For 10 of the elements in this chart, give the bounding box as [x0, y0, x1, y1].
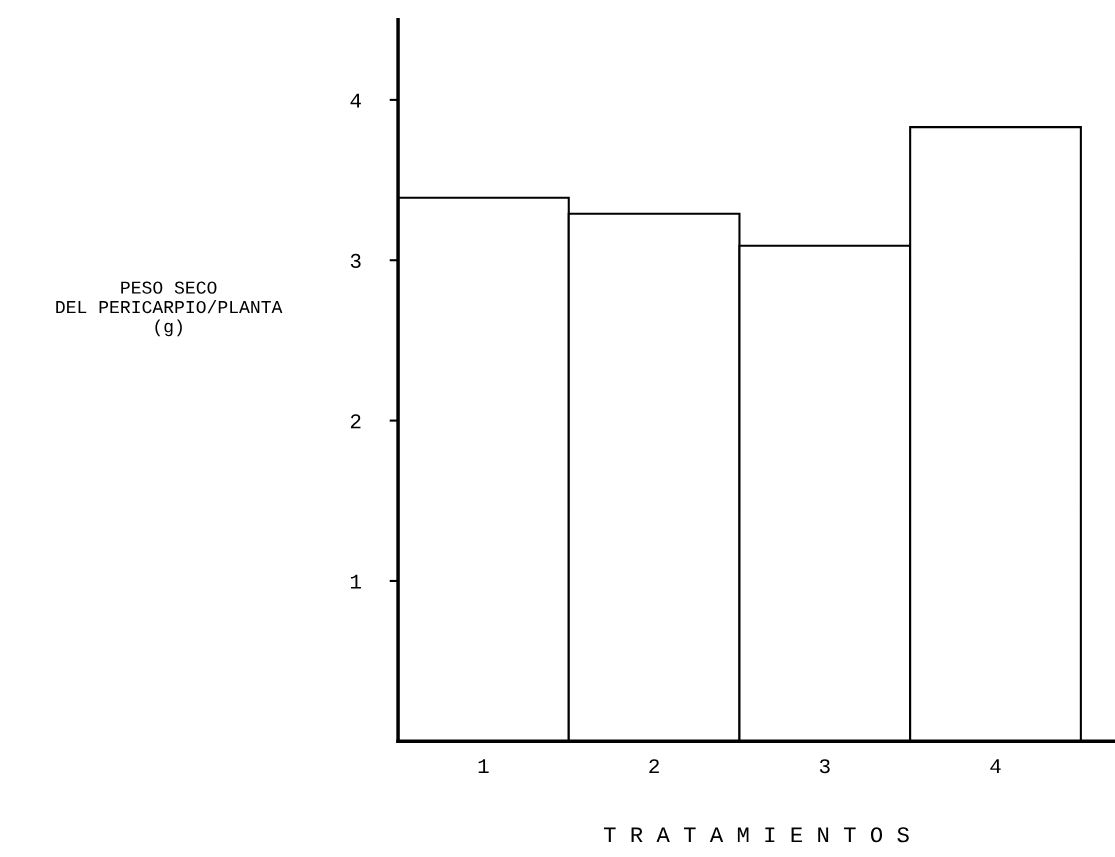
y-tick-label: 4	[350, 93, 361, 108]
y-tick-label: 2	[350, 414, 361, 429]
x-tick-label: 3	[819, 759, 830, 774]
x-tick-label: 2	[649, 759, 659, 774]
y-axis-title: PESO SECO DEL PERICARPIO/PLANTA (g)	[56, 281, 283, 337]
x-tick-label: 1	[478, 759, 489, 774]
x-axis-title: T R A T A M I E N T O S	[603, 827, 909, 843]
x-tick-label: 4	[990, 759, 1001, 774]
y-tick-label: 1	[350, 574, 361, 589]
y-tick-label: 3	[350, 253, 361, 268]
